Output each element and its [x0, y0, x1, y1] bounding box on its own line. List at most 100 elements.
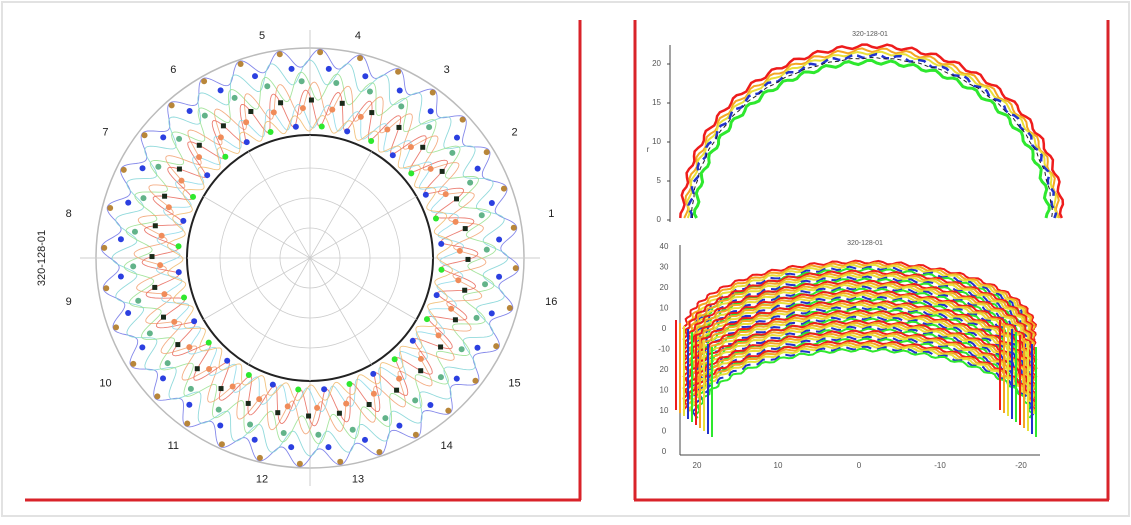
conductor — [176, 269, 182, 275]
conductor — [191, 318, 197, 324]
conductor — [247, 422, 253, 428]
conductor — [306, 413, 311, 418]
conductor — [246, 401, 251, 406]
conductor — [436, 332, 442, 338]
y-axis-label: r — [647, 145, 650, 154]
conductor — [392, 356, 398, 362]
conductor — [107, 205, 113, 211]
conductor — [206, 366, 212, 372]
conductor — [216, 407, 222, 413]
conductor — [257, 455, 263, 461]
conductor — [277, 51, 283, 57]
conductor — [288, 444, 294, 450]
conductor — [337, 459, 343, 465]
conductor — [161, 315, 166, 320]
conductor — [376, 449, 382, 455]
conductor — [337, 411, 342, 416]
conductor — [511, 225, 517, 231]
conductor — [125, 200, 131, 206]
conductor — [270, 382, 276, 388]
conductor — [397, 88, 403, 94]
conductor — [420, 145, 425, 150]
sector-label: 1 — [548, 208, 554, 220]
conductor — [271, 109, 277, 115]
conductor — [479, 212, 485, 218]
conductor — [132, 229, 138, 235]
conductor — [438, 267, 444, 273]
conductor — [445, 408, 451, 414]
conductor — [202, 113, 208, 119]
y-tick-label: 0 — [657, 215, 662, 224]
conductor — [326, 66, 332, 72]
sector-label: 16 — [545, 296, 557, 308]
conductor — [165, 360, 171, 366]
conductor — [390, 152, 396, 158]
conductor — [315, 432, 321, 438]
y-tick-label: 20 — [660, 365, 669, 374]
conductor — [101, 245, 107, 251]
conductor — [474, 345, 480, 351]
conductor — [428, 108, 434, 114]
conductor — [289, 66, 295, 72]
conductor — [221, 123, 226, 128]
conductor — [501, 186, 507, 192]
x-tick-label: -10 — [934, 461, 946, 470]
screen: 12345678910111213141516 05101520 4030201… — [0, 0, 1131, 520]
conductor — [222, 154, 228, 160]
conductor — [362, 73, 368, 79]
x-tick-label: 20 — [693, 461, 702, 470]
conductor — [196, 154, 202, 160]
conductor — [343, 401, 349, 407]
conductor — [484, 149, 490, 155]
conductor — [142, 132, 148, 138]
conductor — [147, 330, 153, 336]
conductor — [161, 291, 167, 297]
conductor — [426, 124, 432, 130]
conductor — [370, 371, 376, 377]
conductor — [103, 285, 109, 291]
conductor — [317, 49, 323, 55]
conductor — [219, 386, 224, 391]
conductor — [472, 378, 478, 384]
conductor — [204, 172, 210, 178]
conductor — [159, 233, 165, 239]
conductor — [459, 346, 465, 352]
conductor — [362, 437, 368, 443]
conductor — [252, 437, 258, 443]
conductor — [396, 423, 402, 429]
conductor — [278, 100, 283, 105]
conductor — [427, 402, 433, 408]
conductor — [438, 344, 443, 349]
conductor — [367, 402, 372, 407]
conductor — [484, 247, 490, 253]
conductor — [243, 119, 249, 125]
conductor — [238, 61, 244, 67]
conductor — [118, 236, 124, 242]
conductor — [130, 361, 136, 367]
conductor — [197, 143, 202, 148]
conductor — [489, 200, 495, 206]
conductor — [162, 194, 167, 199]
conductor — [299, 78, 305, 84]
conductor — [293, 124, 299, 130]
plot-title: 320-128-01 — [852, 31, 888, 38]
plot-title: 320-128-01 — [847, 240, 883, 247]
conductor — [443, 191, 449, 197]
conductor — [408, 144, 414, 150]
conductor — [394, 388, 399, 393]
x-tick-label: -20 — [1015, 461, 1027, 470]
conductor — [493, 343, 499, 349]
y-tick-label: 0 — [662, 447, 667, 456]
conductor — [171, 319, 177, 325]
conductor — [139, 344, 145, 350]
conductor — [244, 139, 250, 145]
y-tick-label: 5 — [657, 176, 662, 185]
conductor — [154, 393, 160, 399]
conductor — [218, 134, 224, 140]
conductor — [489, 310, 495, 316]
conductor — [150, 254, 155, 259]
sector-label: 12 — [256, 474, 268, 486]
conductor — [438, 241, 444, 247]
conductor — [433, 216, 439, 222]
conductor — [166, 204, 172, 210]
